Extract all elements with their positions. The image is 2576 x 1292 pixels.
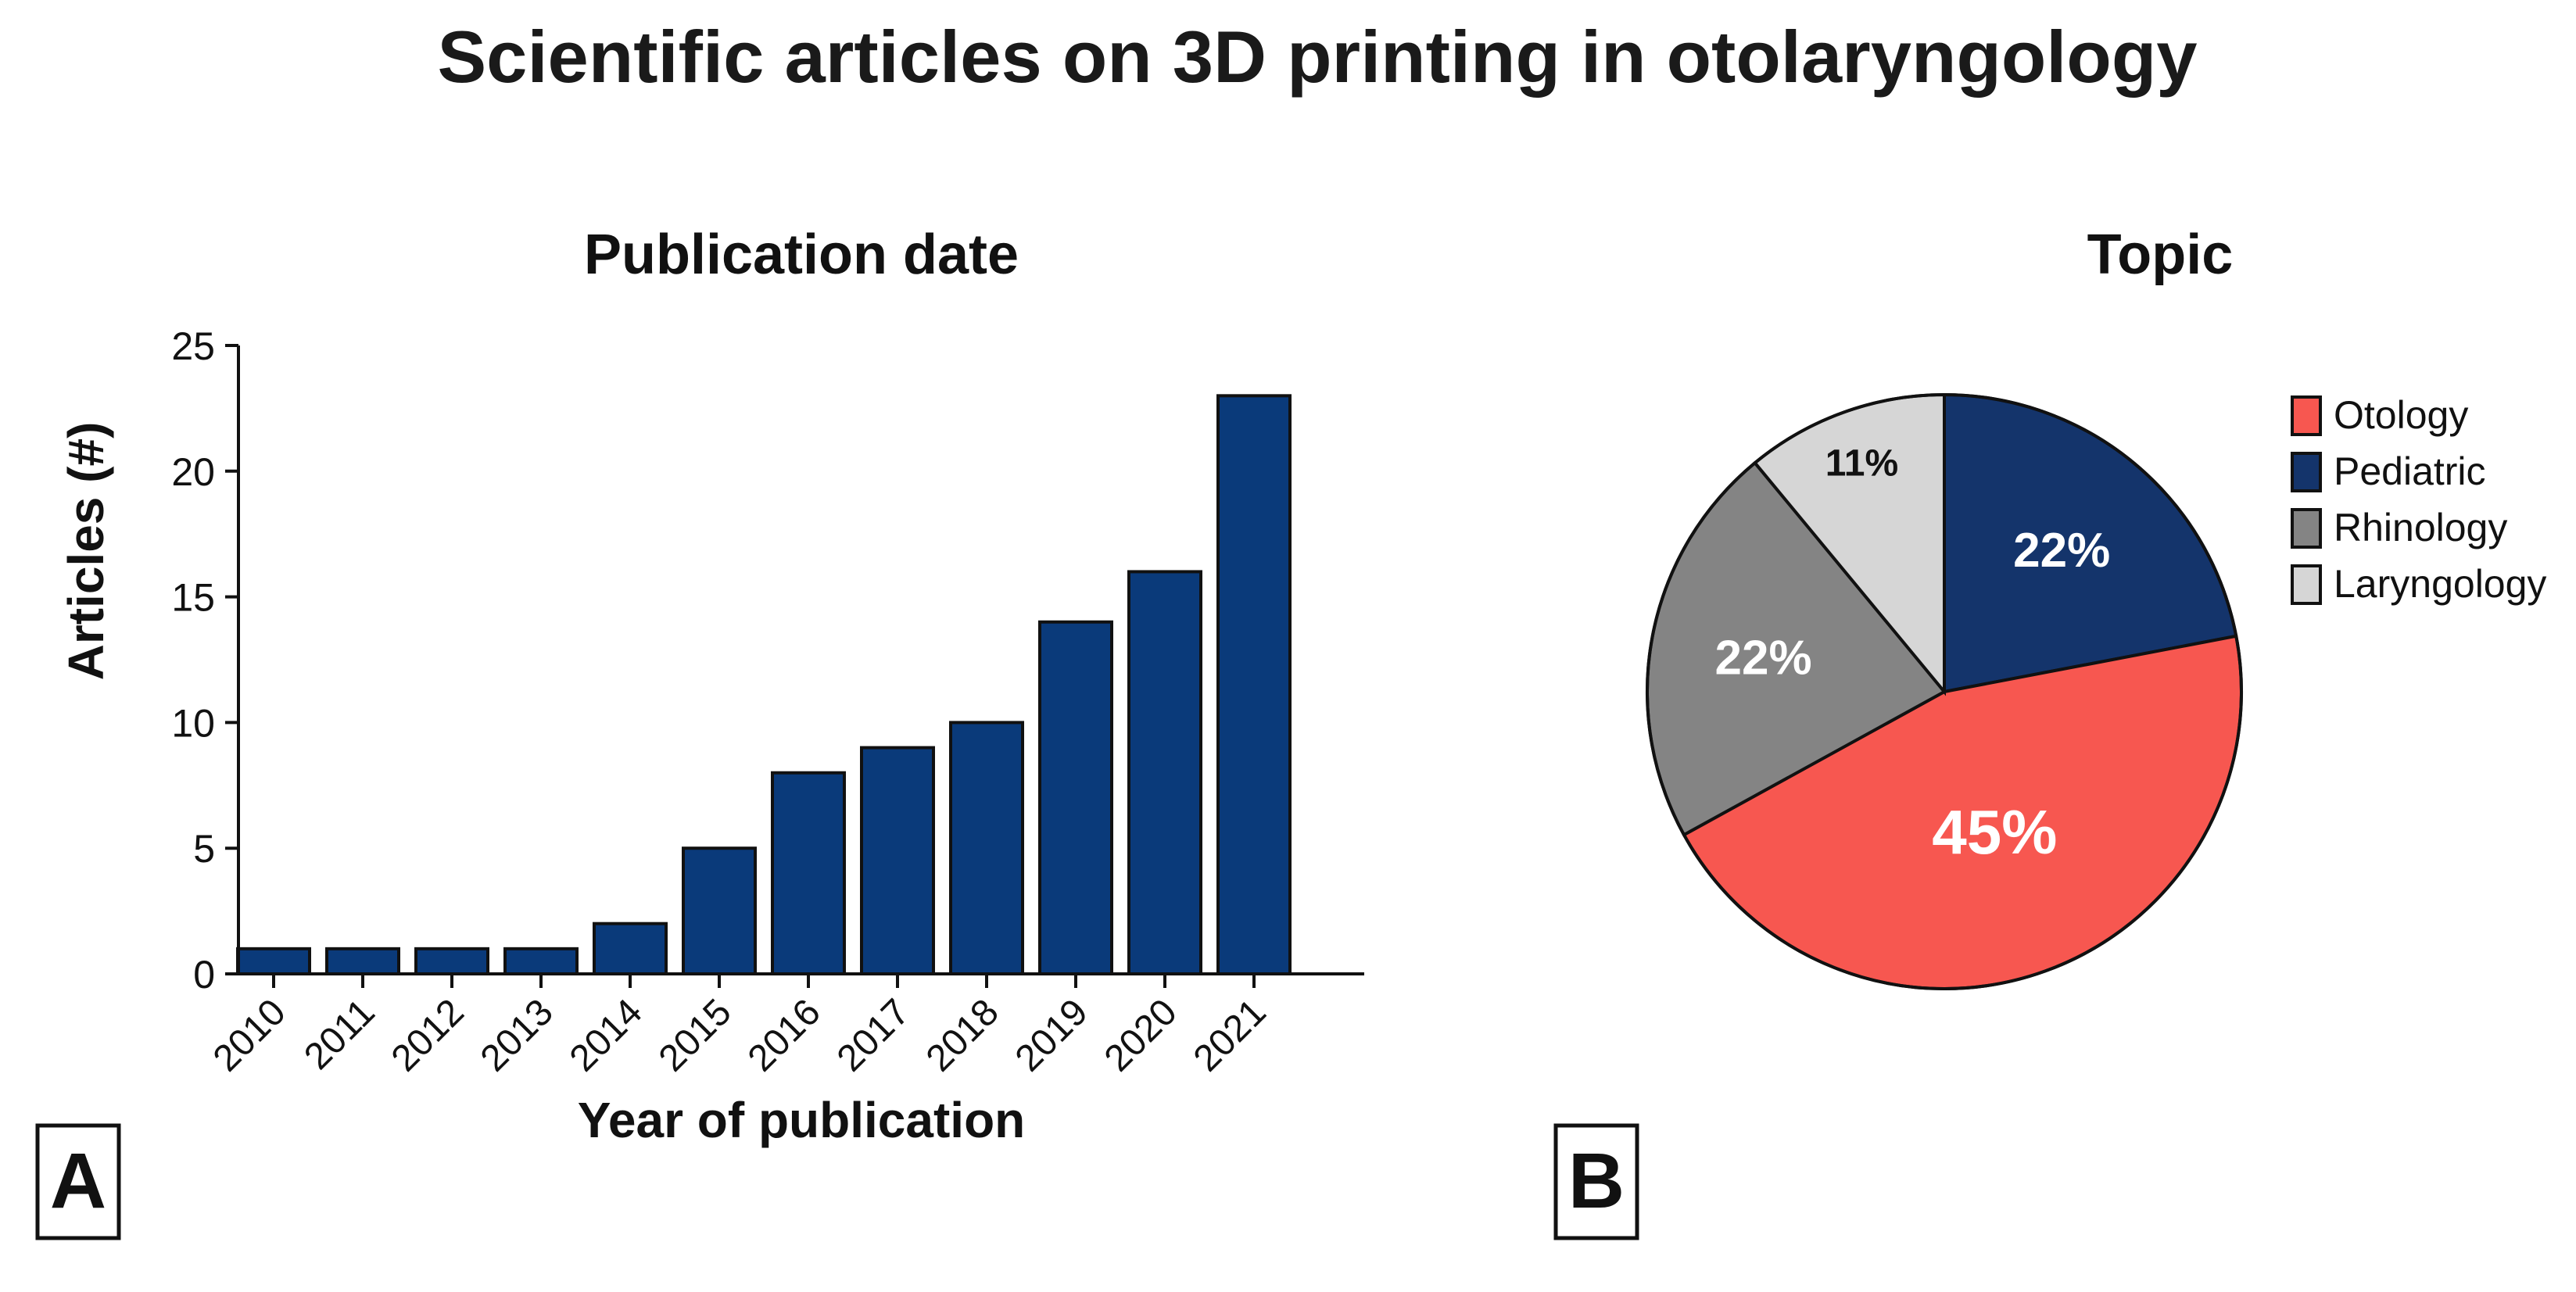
panel-label-a-text: A [50,1137,106,1225]
pie-slices [1645,392,2243,990]
y-axis-ticks: 0 5 10 15 20 25 [171,324,238,997]
pie-legend: Otology Pediatric Rhinology Laryngology [2291,393,2546,606]
legend-swatch-pediatric [2291,452,2322,492]
bar-2010 [236,947,311,975]
x-tick-label: 2021 [1186,991,1274,1079]
legend-swatch-otology [2291,395,2322,436]
x-tick-label: 2014 [562,991,650,1079]
x-tick-label: 2013 [473,991,561,1079]
panel-label-b: B [1553,1123,1639,1240]
bar-2020 [1127,570,1202,975]
y-tick-label: 20 [171,450,215,494]
bar-2012 [414,947,489,975]
panel-label-b-box [1553,1123,1639,1240]
bar-2013 [503,947,579,975]
figure-title: Scientific articles on 3D printing in ot… [437,16,2197,98]
pie-slice-label-otology: 45% [1932,797,2057,867]
pie-slice-label-rhinology: 22% [1715,632,1812,685]
legend-label-pediatric: Pediatric [2334,449,2486,493]
y-tick-label: 0 [193,953,215,997]
bar-2014 [593,922,668,976]
x-tick-label: 2015 [651,991,740,1079]
bar-2016 [771,771,846,975]
legend-swatch-rhinology [2291,508,2322,549]
bar-2011 [325,947,400,975]
pie-chart: Topic 22% 45% 22% 11% Otology Pediatric Rhino… [1645,224,2546,990]
bar-chart: Publication date 0 5 10 15 20 25 2010 2011 2012… [58,224,1364,1148]
y-tick-label: 15 [171,576,215,620]
bar-2015 [682,846,757,975]
bar-2017 [860,746,935,975]
x-tick-label: 2017 [829,991,918,1079]
pie-slice-labels: 22% 45% 22% 11% [1715,443,2111,867]
x-axis-tick-labels: 2010 2011 2012 2013 2014 2015 2016 2017 2018 2019… [206,974,1274,1079]
pie-chart-title: Topic [2087,224,2234,286]
x-tick-label: 2020 [1097,991,1185,1079]
legend-label-rhinology: Rhinology [2334,506,2507,549]
x-tick-label: 2019 [1008,991,1096,1079]
pie-slice-label-pediatric: 22% [2013,524,2110,578]
bar-2021 [1216,394,1292,975]
x-tick-label: 2011 [296,991,382,1077]
bar-chart-title: Publication date [584,224,1019,286]
y-tick-label: 5 [193,827,215,871]
x-tick-label: 2018 [919,991,1007,1079]
x-tick-label: 2016 [740,991,829,1079]
panel-label-a-box [35,1123,121,1240]
pie-outline [1646,393,2243,990]
legend-swatch-laryngology [2291,564,2322,605]
x-tick-label: 2012 [384,991,472,1079]
bar-2018 [949,721,1024,976]
bar-2019 [1038,620,1113,975]
legend-label-otology: Otology [2334,393,2468,437]
y-tick-label: 25 [171,324,215,368]
y-tick-label: 10 [171,701,215,745]
x-tick-label: 2010 [206,991,294,1079]
bars [236,394,1292,976]
x-axis-label: Year of publication [578,1092,1026,1148]
legend-label-laryngology: Laryngology [2334,562,2546,606]
panel-label-a: A [35,1123,121,1240]
pie-slice-label-laryngology: 11% [1825,443,1898,485]
y-axis-label: Articles (#) [58,422,114,681]
panel-label-b-text: B [1568,1137,1625,1225]
